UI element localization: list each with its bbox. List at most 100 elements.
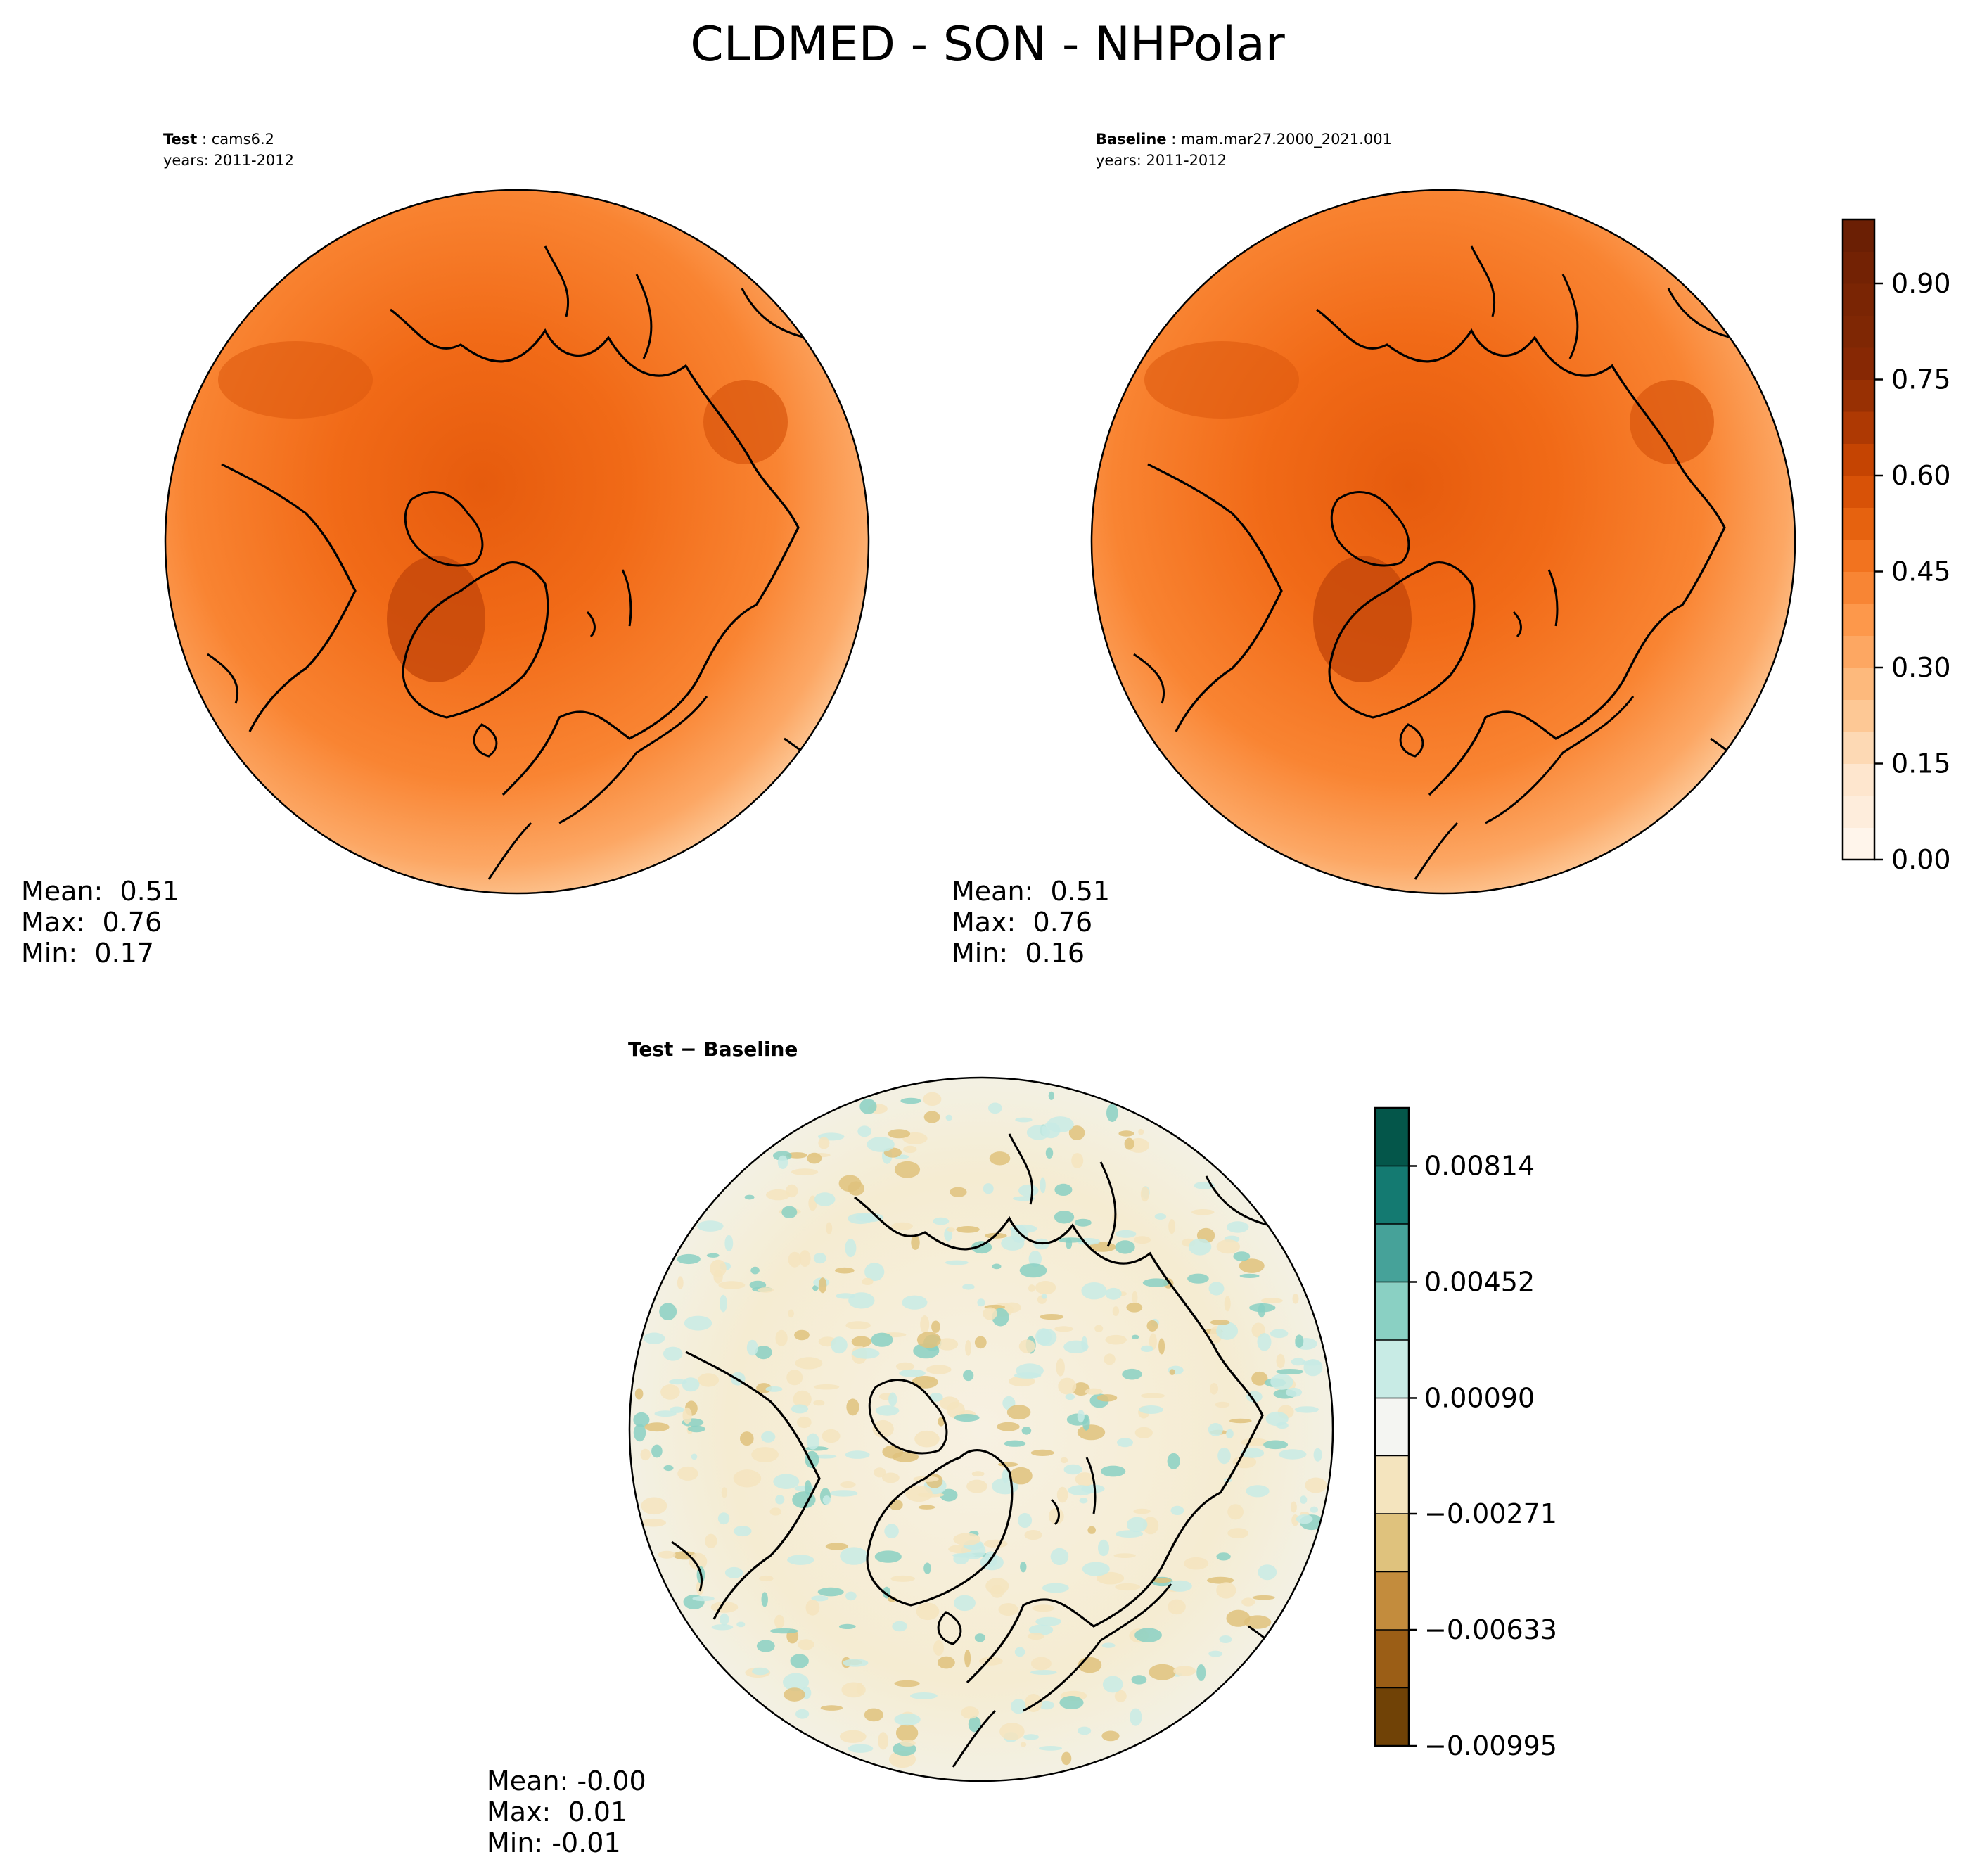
- difference-speckle: [1060, 1457, 1068, 1464]
- difference-speckle: [1258, 1303, 1265, 1318]
- difference-speckle: [914, 1430, 940, 1448]
- difference-title: Test − Baseline: [628, 1038, 798, 1061]
- test-case-name: cams6.2: [211, 131, 274, 148]
- difference-speckle: [663, 1346, 683, 1361]
- difference-speckle: [974, 1633, 985, 1642]
- difference-speckle: [846, 1398, 859, 1416]
- difference-speckle: [746, 1339, 758, 1356]
- difference-speckle: [971, 1471, 985, 1477]
- difference-speckle: [903, 1145, 917, 1154]
- difference-speckle: [900, 1097, 921, 1104]
- difference-speckle: [1018, 1512, 1033, 1529]
- difference-speckle: [775, 1495, 785, 1505]
- difference-speckle: [874, 1550, 902, 1563]
- difference-speckle: [1224, 1296, 1231, 1312]
- colorbar-difference-level: [1375, 1514, 1409, 1573]
- difference-speckle: [845, 1239, 857, 1258]
- difference-speckle: [1241, 1597, 1255, 1607]
- difference-speckle: [1257, 1333, 1272, 1351]
- difference-speckle: [1138, 1128, 1144, 1135]
- difference-speckle: [1184, 1557, 1209, 1570]
- difference-speckle: [1270, 1329, 1289, 1339]
- colorbar-top-level: [1843, 571, 1874, 604]
- difference-map-speckles: [633, 1091, 1327, 1768]
- difference-speckle: [775, 1329, 788, 1346]
- difference-speckle: [769, 1628, 798, 1634]
- difference-speckle: [839, 1730, 867, 1743]
- difference-speckle: [1300, 1495, 1308, 1504]
- difference-speckle: [1054, 1326, 1073, 1332]
- difference-speckle: [1169, 1369, 1175, 1375]
- difference-speckle: [1149, 1664, 1176, 1680]
- difference-speckle: [1124, 1137, 1134, 1150]
- difference-speckle: [750, 1266, 760, 1275]
- difference-speckle: [1027, 1633, 1044, 1640]
- difference-speckle: [1296, 1514, 1313, 1524]
- difference-speckle: [1173, 1666, 1196, 1676]
- difference-speckle: [1226, 1221, 1249, 1233]
- difference-speckle: [1310, 1506, 1319, 1513]
- difference-speckle: [1140, 1393, 1165, 1399]
- difference-speckle: [670, 1406, 684, 1413]
- difference-speckle: [931, 1320, 940, 1333]
- difference-speckle: [1252, 1595, 1275, 1600]
- difference-speckle: [790, 1654, 809, 1668]
- colorbar-difference-tick-label: −0.00633: [1424, 1614, 1557, 1645]
- difference-speckle: [814, 1192, 836, 1206]
- difference-speckle: [1258, 1564, 1277, 1581]
- difference-speckle: [988, 1102, 1002, 1114]
- difference-speckle: [1210, 1320, 1230, 1325]
- difference-speckle: [871, 1332, 893, 1347]
- test-case-label: Test: [163, 131, 198, 148]
- difference-speckle: [867, 1137, 895, 1152]
- difference-speckle: [651, 1444, 663, 1458]
- difference-speckle: [989, 1151, 1011, 1166]
- baseline-years: years: 2011-2012: [1096, 152, 1227, 169]
- difference-speckle: [977, 1298, 985, 1307]
- difference-speckle: [1019, 1263, 1047, 1278]
- difference-speckle: [633, 1412, 650, 1427]
- difference-speckle: [654, 1410, 677, 1417]
- colorbar-difference-level: [1375, 1108, 1409, 1166]
- difference-speckle: [888, 1392, 897, 1407]
- difference-speckle: [641, 1497, 667, 1515]
- difference-speckle: [788, 1251, 802, 1268]
- difference-speckle: [1009, 1467, 1033, 1485]
- difference-speckle: [1263, 1440, 1289, 1450]
- difference-speckle: [758, 1287, 774, 1293]
- difference-speckle: [687, 1425, 705, 1433]
- test-max: Max: 0.76: [21, 907, 162, 938]
- difference-speckle: [1115, 1583, 1141, 1591]
- difference-speckle: [784, 1687, 805, 1702]
- difference-speckle: [1059, 1696, 1084, 1709]
- difference-speckle: [795, 1709, 810, 1719]
- difference-speckle: [765, 1386, 783, 1392]
- colorbar-difference-tick-label: −0.00271: [1424, 1498, 1557, 1529]
- colorbar-difference-level: [1375, 1398, 1409, 1457]
- difference-speckle: [990, 1585, 1004, 1598]
- difference-speckle: [1012, 1196, 1035, 1201]
- difference-speckle: [1097, 1571, 1125, 1585]
- difference-speckle: [923, 1111, 940, 1123]
- difference-speckle: [1122, 1368, 1142, 1380]
- difference-speckle: [911, 1235, 920, 1250]
- difference-speckle: [799, 1250, 811, 1267]
- difference-speckle: [1226, 1429, 1234, 1439]
- difference-speckle: [962, 1284, 975, 1290]
- difference-speckle: [1045, 1147, 1054, 1159]
- difference-speckle: [807, 1152, 822, 1164]
- difference-speckle: [1134, 1628, 1162, 1642]
- difference-speckle: [705, 1533, 717, 1548]
- difference-speckle: [1030, 1670, 1057, 1675]
- difference-speckle: [1217, 1447, 1231, 1465]
- colorbar-top-level: [1843, 315, 1874, 348]
- difference-speckle: [1215, 1401, 1230, 1408]
- difference-speckle: [710, 1259, 727, 1277]
- colorbar-top-frame: [1841, 218, 1876, 861]
- difference-speckle: [1094, 1325, 1104, 1332]
- difference-speckle: [1285, 1387, 1303, 1397]
- difference-speckle: [1187, 1273, 1209, 1284]
- difference-speckle: [1039, 1746, 1062, 1751]
- difference-speckle: [682, 1407, 692, 1424]
